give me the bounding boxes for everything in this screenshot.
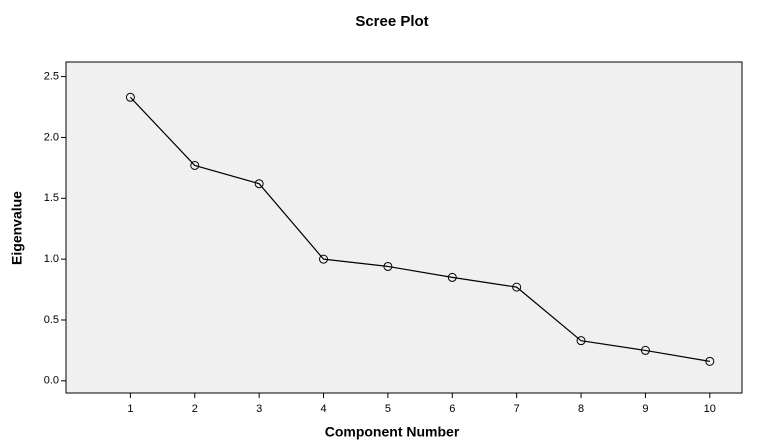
data-point bbox=[254, 179, 264, 189]
data-point bbox=[447, 272, 457, 282]
y-axis-label: Eigenvalue bbox=[9, 191, 25, 265]
x-tick-label: 6 bbox=[449, 403, 455, 415]
y-tick-label: 1.5 bbox=[44, 192, 59, 204]
data-point bbox=[512, 282, 522, 292]
x-tick-label: 2 bbox=[192, 403, 198, 415]
data-point bbox=[319, 254, 329, 264]
data-point bbox=[125, 92, 135, 102]
x-tick-label: 4 bbox=[320, 403, 326, 415]
data-point bbox=[576, 336, 586, 346]
y-tick-label: 2.0 bbox=[44, 131, 59, 143]
data-point bbox=[705, 356, 715, 366]
data-point bbox=[383, 261, 393, 271]
y-tick-label: 2.5 bbox=[44, 71, 59, 83]
x-tick-label: 9 bbox=[642, 403, 648, 415]
x-tick-label: 7 bbox=[514, 403, 520, 415]
x-tick-label: 10 bbox=[704, 403, 716, 415]
data-point bbox=[190, 160, 200, 170]
x-tick-label: 5 bbox=[385, 403, 391, 415]
x-tick-label: 1 bbox=[127, 403, 133, 415]
y-tick-label: 0.5 bbox=[44, 314, 59, 326]
data-line bbox=[129, 96, 710, 362]
x-tick-label: 3 bbox=[256, 403, 262, 415]
data-point bbox=[640, 345, 650, 355]
chart-title: Scree Plot bbox=[355, 13, 428, 30]
x-axis-label: Component Number bbox=[325, 424, 460, 440]
y-tick-label: 1.0 bbox=[44, 253, 59, 265]
plot-area bbox=[65, 61, 743, 394]
y-tick-label: 0.0 bbox=[44, 375, 59, 387]
x-tick-label: 8 bbox=[578, 403, 584, 415]
